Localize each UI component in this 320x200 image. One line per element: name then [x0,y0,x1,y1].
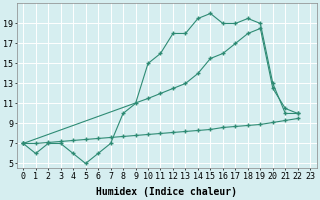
X-axis label: Humidex (Indice chaleur): Humidex (Indice chaleur) [96,186,237,197]
